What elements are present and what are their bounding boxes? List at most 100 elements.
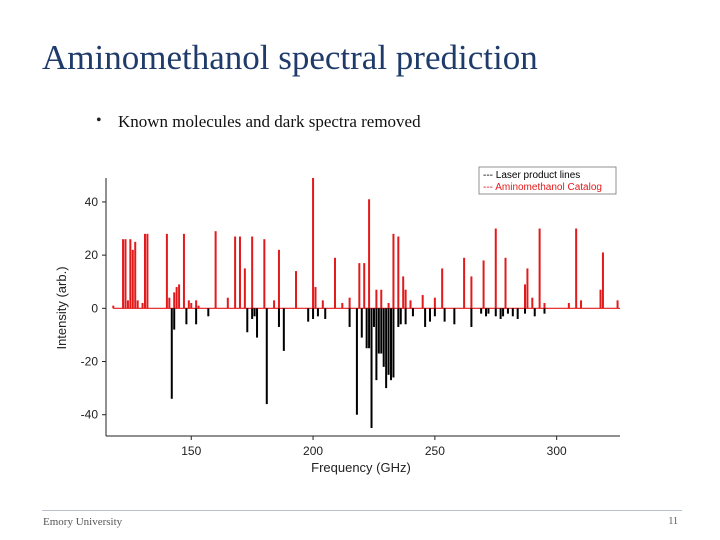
laser-line-bar [470, 308, 473, 327]
legend-entry-catalog: --- Aminomethanol Catalog [483, 182, 602, 193]
catalog-line-bar [402, 276, 405, 309]
catalog-line-bar [136, 300, 139, 309]
laser-line-bar [404, 308, 407, 325]
laser-line-bar [316, 308, 319, 317]
catalog-line-bar [526, 268, 529, 309]
bullet-text: Known molecules and dark spectra removed [118, 112, 421, 131]
laser-line-bar [485, 308, 488, 317]
laser-line-bar [499, 308, 502, 319]
x-tick-label: 200 [303, 444, 323, 458]
laser-line-bar [487, 308, 490, 314]
catalog-line-bar [214, 231, 217, 309]
laser-line-bar [348, 308, 351, 327]
bullet-dot-icon: • [96, 112, 102, 129]
footer-institution: Emory University [43, 516, 123, 528]
bar-layer [112, 178, 620, 429]
laser-line-bar [382, 308, 385, 367]
laser-line-bar [506, 308, 509, 314]
laser-line-bar [246, 308, 249, 333]
catalog-line-bar [601, 252, 604, 309]
laser-line-bar [443, 308, 446, 322]
laser-line-bar [523, 308, 526, 314]
laser-line-bar [494, 308, 497, 317]
laser-line-bar [282, 308, 285, 351]
catalog-line-bar [190, 303, 193, 309]
laser-line-bar [368, 308, 371, 349]
footer-rule [42, 510, 682, 511]
y-tick-label: -20 [81, 355, 99, 369]
legend-box [478, 166, 617, 195]
catalog-line-bar [409, 300, 412, 309]
catalog-line-bar [321, 300, 324, 309]
catalog-line-bar [173, 292, 176, 309]
catalog-line-bar [112, 305, 115, 309]
laser-line-bar [397, 308, 400, 327]
catalog-line-bar [421, 295, 424, 309]
laser-line-bar [355, 308, 358, 415]
laser-line-bar [453, 308, 456, 325]
catalog-line-bar [143, 233, 146, 309]
catalog-line-bar [243, 268, 246, 309]
catalog-line-bar [463, 257, 466, 309]
laser-line-bar [502, 308, 505, 317]
catalog-line-bar [295, 271, 298, 309]
laser-line-bar [256, 308, 259, 338]
catalog-line-bar [348, 297, 351, 309]
catalog-line-bar [175, 287, 178, 309]
catalog-line-bar [387, 303, 390, 309]
laser-line-bar [360, 308, 363, 338]
laser-line-bar [424, 308, 427, 327]
laser-line-bar [411, 308, 414, 317]
laser-line-bar [387, 308, 390, 375]
laser-line-bar [324, 308, 327, 319]
x-tick-label: 250 [425, 444, 445, 458]
catalog-line-bar [234, 236, 237, 309]
laser-line-bar [543, 308, 546, 314]
laser-line-bar [312, 308, 315, 319]
catalog-line-bar [363, 263, 366, 309]
catalog-line-bar [470, 276, 473, 309]
laser-line-bar [399, 308, 402, 325]
x-tick-label: 300 [547, 444, 567, 458]
catalog-line-bar [197, 305, 200, 309]
laser-line-bar [185, 308, 188, 325]
laser-line-bar [365, 308, 368, 349]
catalog-line-bar [404, 289, 407, 309]
catalog-line-bar [273, 300, 276, 309]
catalog-line-bar [126, 300, 129, 309]
catalog-line-bar [314, 287, 317, 309]
laser-line-bar [307, 308, 310, 322]
catalog-line-bar [397, 236, 400, 309]
catalog-line-bar [238, 236, 241, 309]
laser-line-bar [390, 308, 393, 381]
laser-line-bar [533, 308, 536, 317]
catalog-line-bar [187, 300, 190, 309]
catalog-line-bar [441, 268, 444, 309]
catalog-line-bar [141, 303, 144, 309]
x-tick-label: 150 [181, 444, 201, 458]
catalog-line-bar [263, 239, 266, 309]
catalog-line-bar [368, 199, 371, 309]
legend: --- Laser product lines --- Aminomethano… [478, 166, 617, 195]
y-tick-label: 40 [85, 195, 99, 209]
catalog-line-bar [124, 239, 127, 309]
bullet-item: • Known molecules and dark spectra remov… [96, 112, 421, 132]
y-tick-label: 20 [85, 248, 99, 262]
catalog-line-bar [251, 236, 254, 309]
catalog-line-bar [129, 239, 132, 309]
catalog-line-bar [358, 263, 361, 309]
catalog-line-bar [580, 300, 583, 309]
catalog-line-bar [131, 249, 134, 309]
y-tick-label: 0 [91, 301, 98, 315]
page-number: 11 [668, 516, 678, 527]
catalog-line-bar [380, 289, 383, 309]
catalog-line-bar [226, 297, 229, 309]
catalog-line-bar [134, 241, 137, 309]
y-tick-label: -40 [81, 408, 99, 422]
laser-line-bar [372, 308, 375, 327]
catalog-line-bar [482, 260, 485, 309]
catalog-line-bar [122, 239, 125, 309]
catalog-line-bar [195, 300, 198, 309]
catalog-line-bar [168, 297, 171, 309]
catalog-line-bar [494, 228, 497, 309]
